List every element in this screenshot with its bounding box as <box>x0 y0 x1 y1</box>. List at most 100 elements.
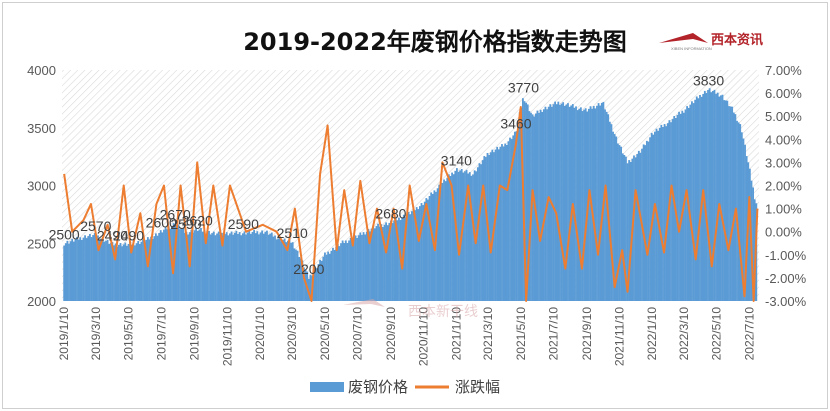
price-bar <box>562 102 565 301</box>
price-bar <box>507 141 510 301</box>
price-bar <box>729 106 732 301</box>
price-bar <box>254 233 257 301</box>
x-tick-label: 2020/9/10 <box>384 307 398 361</box>
price-bar <box>472 174 474 301</box>
chart-title: 2019-2022年废钢价格指数走势图 <box>243 28 627 56</box>
price-bar <box>470 175 473 301</box>
price-bar <box>705 93 708 302</box>
price-bar <box>87 236 90 301</box>
price-bar <box>216 233 218 301</box>
price-bar <box>243 231 246 301</box>
price-bar <box>707 90 709 302</box>
price-bar <box>109 243 112 301</box>
price-bar <box>552 104 555 301</box>
price-bar <box>320 260 323 301</box>
data-label: 2510 <box>277 225 308 241</box>
price-bar <box>349 237 352 301</box>
y-left-tick-label: 4000 <box>27 63 56 78</box>
price-bar <box>167 226 170 301</box>
price-bar <box>356 237 359 301</box>
price-bar <box>90 237 93 301</box>
price-bar <box>391 223 394 301</box>
price-bar <box>378 226 381 301</box>
price-bar <box>283 238 286 301</box>
price-bar <box>140 241 143 301</box>
y-axis-right: -3.00% -2.00% -1.00% 0.00% 1.00% 2.00% 3.00% 4.… <box>765 63 807 309</box>
price-bar <box>317 264 320 301</box>
price-bar <box>406 214 408 301</box>
price-bar <box>710 92 713 302</box>
price-bar <box>84 235 86 301</box>
price-bar <box>126 245 128 301</box>
price-bar <box>174 225 177 301</box>
price-bar <box>92 235 95 301</box>
price-bar <box>322 256 325 301</box>
price-bar <box>286 240 289 301</box>
x-tick-label: 2020/11/10 <box>417 307 431 366</box>
price-bar <box>338 246 341 301</box>
price-bar <box>325 254 328 301</box>
price-bar <box>621 153 624 301</box>
price-bar <box>238 232 241 301</box>
y-right-tick-label: 0.00% <box>765 225 802 240</box>
price-bar <box>266 230 268 301</box>
watermark-mark <box>343 299 385 307</box>
price-bar <box>748 168 751 301</box>
price-bar <box>528 111 531 302</box>
price-bar <box>275 239 278 301</box>
price-bar <box>576 110 579 301</box>
price-bar <box>232 234 235 301</box>
price-bar <box>504 143 507 301</box>
y-left-tick-label: 2000 <box>27 294 56 309</box>
price-bar <box>381 227 384 301</box>
price-bar <box>190 229 193 301</box>
price-bar <box>204 233 207 301</box>
price-bar <box>565 104 568 302</box>
price-bar <box>103 241 106 301</box>
price-bar <box>224 234 227 301</box>
price-bar <box>150 236 152 301</box>
price-bar <box>269 233 272 301</box>
price-bar <box>122 244 125 301</box>
price-bar <box>645 140 648 301</box>
x-tick-label: 2019/9/10 <box>188 307 202 361</box>
data-label: 2590 <box>228 216 259 232</box>
price-bar <box>258 234 260 301</box>
price-bar <box>293 248 296 301</box>
price-bar <box>428 196 431 301</box>
price-bar <box>214 235 217 301</box>
price-bar <box>427 199 429 301</box>
price-bar <box>446 177 449 301</box>
x-tick-label: 2022/3/10 <box>677 307 691 361</box>
price-bar <box>596 105 598 302</box>
price-bar <box>299 258 302 301</box>
price-bar <box>357 235 360 301</box>
price-bar <box>673 116 676 301</box>
price-bar <box>555 104 558 301</box>
x-tick-label: 2022/1/10 <box>645 307 659 361</box>
price-bar <box>502 146 505 301</box>
price-bar <box>359 232 362 301</box>
price-bar <box>153 236 156 301</box>
watermark: 西本新干线 <box>343 299 478 320</box>
price-bar <box>571 104 574 301</box>
price-bar <box>732 112 735 301</box>
price-bar <box>699 94 701 301</box>
price-bar <box>179 229 181 301</box>
price-bar <box>164 226 167 301</box>
price-bar <box>117 244 120 301</box>
price-bar <box>412 208 415 301</box>
price-bar <box>348 240 350 301</box>
x-tick-label: 2021/3/10 <box>481 307 495 361</box>
price-bar <box>554 101 556 302</box>
price-bar <box>689 104 692 301</box>
price-bar <box>623 155 626 301</box>
price-bar <box>346 243 349 301</box>
price-bar <box>570 105 573 301</box>
price-bar <box>510 139 513 301</box>
price-bar <box>72 241 75 301</box>
price-bar <box>89 234 91 301</box>
price-bar <box>364 234 367 301</box>
price-bar <box>663 124 666 301</box>
